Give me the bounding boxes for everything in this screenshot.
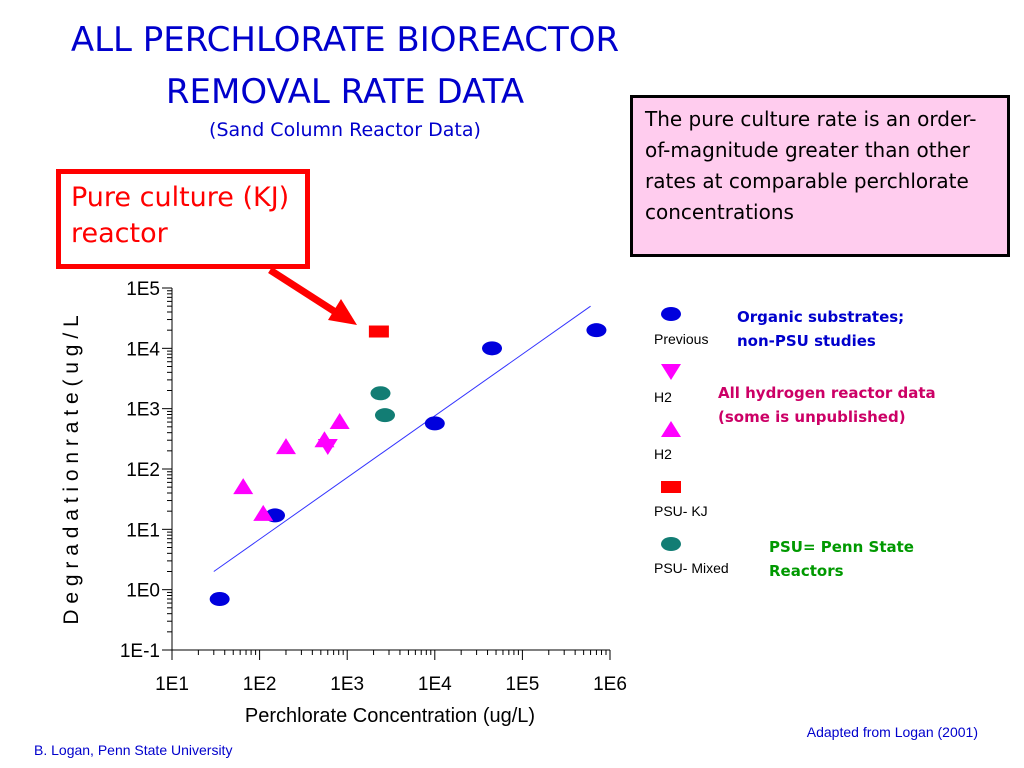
y-tick-label: 1E2	[126, 460, 160, 481]
callout-arrow	[268, 267, 342, 318]
legend-label-psu-kj: PSU- KJ	[654, 503, 708, 519]
legend-label-psu-mixed: PSU- Mixed	[654, 560, 729, 576]
legend-marker	[661, 421, 681, 437]
data-point	[374, 408, 395, 423]
group-label-hydrogen: All hydrogen reactor data (some is unpub…	[718, 384, 936, 426]
y-axis-label: D e g r a d a t i o n r a t e ( u g / L	[60, 315, 83, 624]
data-point	[275, 438, 296, 455]
y-tick-label: 1E4	[126, 339, 160, 360]
y-tick-label: 1E1	[126, 520, 160, 541]
data-point	[424, 416, 445, 431]
x-tick-label: 1E3	[330, 674, 364, 695]
annotation-note: The pure culture rate is an order-of-mag…	[630, 95, 1010, 257]
callout-arrow-head	[328, 299, 357, 325]
x-tick-label: 1E1	[155, 674, 189, 695]
pure-culture-callout: Pure culture (KJ) reactor	[56, 169, 310, 269]
x-tick-label: 1E4	[418, 674, 452, 695]
slide-title-line1: ALL PERCHLORATE BIOREACTOR	[70, 20, 620, 60]
chart-axes: 1E1 1E2 1E3 1E4 1E5 1E6 1E5 1E4 1E3 1E2 1E1 1E0 1E-1	[120, 279, 627, 695]
legend-label-h2-up: H2	[654, 446, 672, 462]
slide-subtitle: (Sand Column Reactor Data)	[209, 119, 481, 141]
data-point	[586, 323, 607, 338]
x-axis-label: Perchlorate Concentration (ug/L)	[245, 705, 535, 727]
y-tick-label: 1E5	[126, 279, 160, 300]
legend-marker	[661, 481, 681, 493]
data-point	[314, 431, 335, 448]
legend-marker	[661, 307, 681, 321]
data-point	[368, 325, 389, 338]
x-tick-label: 1E5	[505, 674, 539, 695]
x-tick-label: 1E2	[243, 674, 277, 695]
data-point	[253, 504, 274, 521]
y-tick-label: 1E-1	[120, 641, 160, 662]
legend-markers	[661, 307, 681, 551]
group-label-organic: Organic substrates; non-PSU studies	[737, 308, 905, 350]
group-label-psu: PSU= Penn State Reactors	[769, 538, 914, 580]
y-tick-label: 1E0	[126, 581, 160, 602]
legend-marker	[661, 537, 681, 551]
legend-label-h2-down: H2	[654, 389, 672, 405]
data-point	[329, 413, 350, 430]
legend-marker	[661, 364, 681, 380]
data-point	[370, 386, 391, 401]
data-point	[233, 478, 254, 495]
footer-author: B. Logan, Penn State University	[34, 742, 233, 758]
legend-label-previous: Previous	[654, 331, 709, 347]
x-tick-label: 1E6	[593, 674, 627, 695]
data-point	[482, 341, 503, 356]
data-marks	[209, 323, 607, 607]
y-tick-label: 1E3	[126, 400, 160, 421]
source-credit: Adapted from Logan (2001)	[806, 724, 978, 740]
fit-line	[213, 305, 591, 572]
data-point	[209, 592, 230, 607]
slide-title-line2: REMOVAL RATE DATA	[165, 72, 525, 112]
